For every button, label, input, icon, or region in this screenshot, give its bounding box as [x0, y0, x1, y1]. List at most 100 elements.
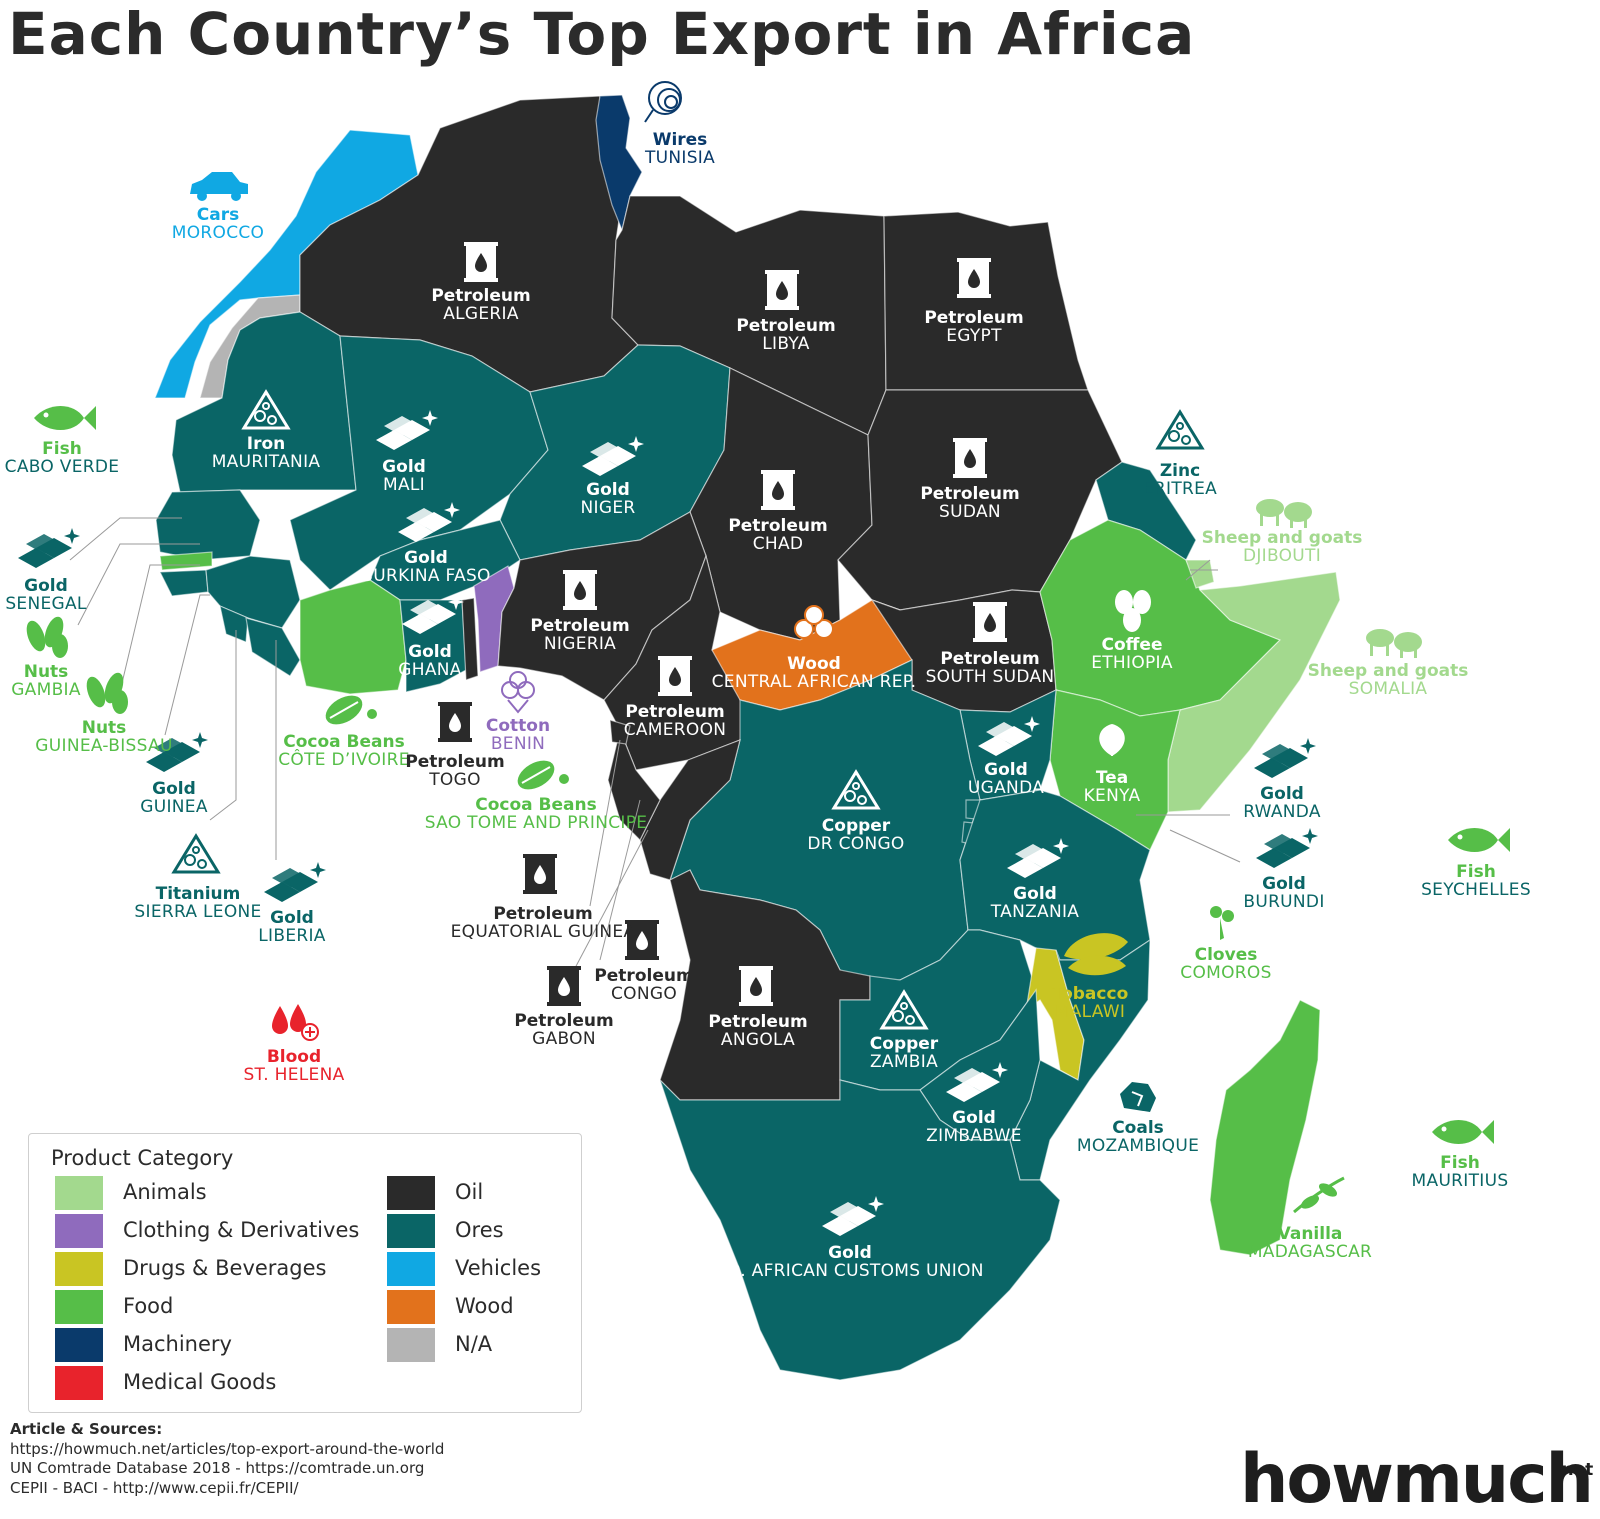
gold-bars-icon	[946, 1062, 1008, 1102]
oil-barrel-icon	[953, 438, 987, 478]
product-name: Nuts	[23, 662, 69, 682]
gold-bars-icon	[376, 410, 438, 450]
country-name: LIBYA	[762, 333, 810, 354]
country-label: Coffee ETHIOPIA	[1091, 636, 1173, 673]
country-label: Petroleum TOGO	[405, 752, 505, 790]
country-name: MOROCCO	[171, 222, 265, 243]
country-name: CAMEROON	[623, 719, 727, 740]
country-name: TUNISIA	[644, 147, 716, 168]
region-sierra-leone	[219, 604, 249, 643]
country-label: Petroleum CONGO	[594, 967, 693, 1004]
brand-suffix: .net	[1555, 1460, 1594, 1480]
country-name: NIGER	[580, 497, 636, 518]
country-name: ZIMBABWE	[926, 1125, 1022, 1146]
gold-bars-icon	[582, 436, 644, 476]
country-name: BURUNDI	[1243, 891, 1325, 912]
nuts-icon	[86, 672, 128, 714]
country-name: TOGO	[429, 769, 481, 790]
country-name: KENYA	[1083, 785, 1141, 806]
country-label: Sheep and goats SOMALIA	[1308, 662, 1469, 699]
country-label: Gold BURKINA FASO	[361, 549, 491, 586]
cloves-icon	[1210, 906, 1234, 940]
product-name: Petroleum	[405, 752, 505, 772]
sources: Article & Sources: https://howmuch.net/a…	[10, 1420, 444, 1498]
country-name: SEYCHELLES	[1421, 879, 1531, 900]
product-name: Vanilla	[1277, 1224, 1343, 1244]
product-name: Iron	[246, 434, 286, 454]
legend-swatch-clothing	[55, 1214, 103, 1248]
sheep-goat-icon	[1366, 629, 1422, 658]
country-label: Cloves COMOROS	[1180, 946, 1272, 983]
country-label: Nuts GUINEA-BISSAU	[35, 718, 172, 756]
product-name: Gold	[984, 760, 1028, 780]
region-togo	[461, 597, 479, 681]
country-label: Petroleum SOUTH SUDAN	[926, 649, 1055, 687]
oil-barrel-icon	[563, 570, 597, 610]
country-name: SIERRA LEONE	[134, 901, 262, 922]
country-name: TANZANIA	[990, 901, 1080, 922]
wood-logs-icon	[794, 605, 834, 639]
country-name: ST. HELENA	[243, 1064, 345, 1085]
product-name: Gold	[828, 1243, 872, 1263]
legend-label-medical: Medical Goods	[123, 1370, 277, 1394]
car-icon	[190, 172, 248, 201]
cocoa-icon	[517, 760, 569, 790]
country-label: Petroleum ANGOLA	[708, 1013, 807, 1050]
country-name: BURKINA FASO	[361, 565, 491, 586]
country-label: Gold GUINEA	[140, 779, 208, 817]
country-name: CÔTE D’IVOIRE	[278, 749, 410, 770]
map-title: Each Country’s Top Export in Africa	[8, 0, 1196, 68]
leader-line	[77, 543, 200, 626]
product-name: Copper	[821, 816, 891, 836]
region-senegal	[155, 489, 261, 561]
legend-label-oil: Oil	[455, 1180, 484, 1204]
country-label: Zinc ERITREA	[1143, 462, 1217, 499]
country-label: Petroleum EGYPT	[924, 309, 1023, 346]
region-madagascar	[1209, 999, 1321, 1256]
legend-label-vehicles: Vehicles	[455, 1256, 542, 1280]
country-name: UGANDA	[967, 777, 1045, 798]
country-name: ZAMBIA	[869, 1051, 939, 1072]
legend-swatch-drugs	[55, 1252, 103, 1286]
product-name: Petroleum	[728, 516, 828, 536]
country-label: Petroleum LIBYA	[736, 317, 835, 354]
country-label: Copper DR CONGO	[807, 816, 905, 854]
leader-line	[599, 799, 641, 961]
country-label: Vanilla MADAGASCAR	[1247, 1224, 1373, 1262]
country-label: Tea KENYA	[1083, 768, 1141, 806]
country-name: DR CONGO	[807, 833, 905, 854]
copper-ore-icon	[831, 769, 881, 810]
leader-line	[164, 594, 210, 736]
country-name: SOMALIA	[1348, 678, 1428, 699]
oil-barrel-icon	[765, 270, 799, 310]
titanium-ore-icon	[171, 833, 221, 874]
product-name: Nuts	[81, 718, 127, 738]
country-label: Nuts GAMBIA	[11, 662, 81, 700]
country-label: Copper ZAMBIA	[869, 1035, 939, 1072]
country-label: Fish MAURITIUS	[1412, 1154, 1509, 1191]
country-label: Petroleum NIGERIA	[530, 617, 629, 654]
blood-drops-icon	[272, 1004, 319, 1041]
legend: Product Category Animals Clothing & Deriv…	[28, 1133, 582, 1413]
product-name: Petroleum	[940, 649, 1040, 669]
country-name: MADAGASCAR	[1247, 1241, 1373, 1262]
product-name: Cocoa Beans	[283, 732, 405, 752]
product-name: Tea	[1095, 768, 1129, 788]
country-name: COMOROS	[1180, 962, 1272, 983]
country-label: Petroleum SUDAN	[920, 485, 1019, 522]
gold-bars-icon	[1007, 838, 1069, 878]
region-cote-divoire	[299, 579, 407, 695]
country-label: Gold UGANDA	[967, 760, 1045, 798]
legend-swatch-oil	[387, 1176, 435, 1210]
country-label: Gold MALI	[382, 458, 426, 495]
product-name: Fish	[42, 439, 82, 459]
region-gabon	[607, 728, 661, 842]
country-name: RWANDA	[1243, 801, 1321, 822]
sheep-goat-icon	[1256, 499, 1312, 528]
gold-bars-icon	[402, 594, 464, 634]
product-name: Gold	[1013, 884, 1057, 904]
country-label: Cotton BENIN	[486, 717, 550, 754]
product-name: Gold	[152, 779, 196, 799]
product-name: Coals	[1112, 1118, 1164, 1138]
gold-bars-icon	[398, 502, 460, 542]
